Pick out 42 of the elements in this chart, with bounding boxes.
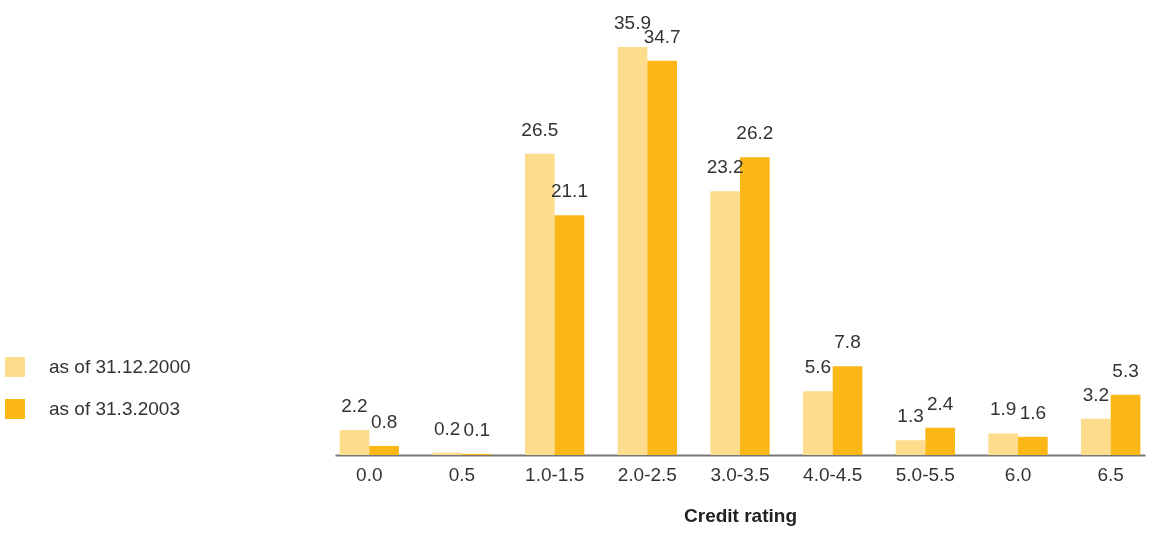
- bar: [1018, 436, 1048, 455]
- x-axis-title: Credit rating: [684, 504, 797, 526]
- data-label: 1.3: [897, 405, 924, 427]
- bar: [803, 391, 833, 455]
- legend-label: as of 31.3.2003: [49, 398, 180, 419]
- bar: [832, 366, 863, 455]
- bar: [925, 427, 956, 455]
- data-label: 2.4: [926, 392, 954, 414]
- data-label: 21.1: [550, 180, 588, 202]
- x-tick-label: 0.5: [448, 463, 476, 485]
- data-label: 0.2: [433, 417, 461, 439]
- bar: [1081, 418, 1111, 455]
- bar: [617, 47, 648, 455]
- bar: [710, 191, 740, 455]
- data-label: 0.8: [370, 410, 398, 432]
- bar: [647, 60, 677, 455]
- x-tick-label: 0.0: [356, 463, 383, 485]
- x-tick-label: 3.0-3.5: [710, 463, 770, 485]
- bar: [895, 440, 926, 455]
- data-label: 5.3: [1112, 359, 1139, 381]
- x-tick-label: 5.0-5.5: [895, 463, 955, 485]
- bar: [432, 452, 462, 455]
- bar: [554, 215, 585, 455]
- x-tick-label: 6.5: [1097, 463, 1124, 485]
- x-tick-label: 4.0-4.5: [803, 463, 863, 485]
- data-label: 0.1: [463, 418, 491, 440]
- data-label: 1.6: [1019, 401, 1047, 423]
- bar: [369, 445, 399, 455]
- data-label: 5.6: [804, 356, 832, 378]
- x-tick-label: 2.0-2.5: [617, 463, 677, 485]
- bar: [1110, 394, 1141, 455]
- data-label: 7.8: [834, 331, 861, 353]
- data-label: 26.2: [736, 122, 774, 144]
- data-label: 3.2: [1082, 383, 1110, 405]
- x-tick-label: 6.0: [1004, 463, 1032, 485]
- bar: [339, 430, 370, 455]
- data-label: 2.2: [341, 395, 368, 416]
- x-tick-label: 1.0-1.5: [525, 463, 585, 485]
- legend-label: as of 31.12.2000: [49, 356, 191, 377]
- data-label: 26.5: [521, 118, 559, 140]
- data-label: 1.9: [989, 398, 1017, 420]
- bar: [988, 433, 1019, 455]
